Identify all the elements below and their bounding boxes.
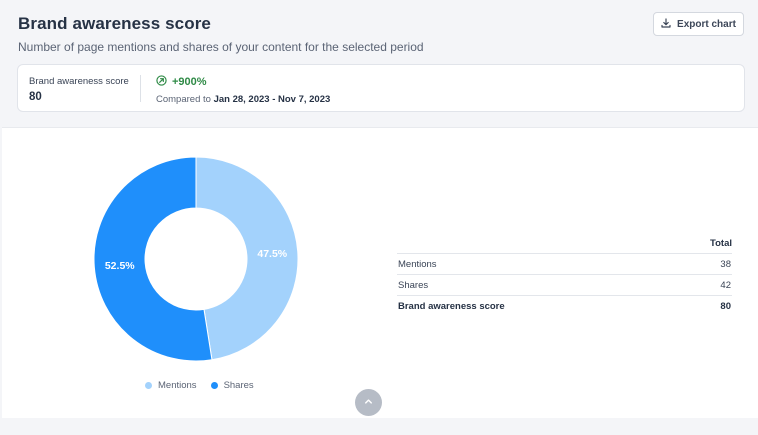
table-row: Shares 42 <box>397 274 732 296</box>
chart-legend: Mentions Shares <box>145 380 254 391</box>
score-label: Brand awareness score <box>29 76 129 87</box>
score-block: Brand awareness score 80 <box>29 76 129 103</box>
comparison-block: +900% Compared to Jan 28, 2023 - Nov 7, … <box>156 75 330 105</box>
export-chart-button[interactable]: Export chart <box>653 12 744 36</box>
page-header: Brand awareness score Number of page men… <box>18 12 744 54</box>
compare-prefix: Compared to <box>156 94 211 105</box>
chevron-up-icon <box>363 394 374 412</box>
legend-item-mentions[interactable]: Mentions <box>145 380 197 391</box>
total-value: 80 <box>675 295 732 316</box>
score-summary-card: Brand awareness score 80 +900% Compared … <box>17 64 745 112</box>
arrow-up-circle-icon <box>156 75 167 89</box>
table-total-row: Brand awareness score 80 <box>397 295 732 316</box>
slice-label-shares: 52.5% <box>105 260 135 272</box>
change-value: +900% <box>172 76 207 88</box>
legend-label-mentions: Mentions <box>158 380 197 391</box>
change-indicator: +900% <box>156 75 330 89</box>
page-subtitle: Number of page mentions and shares of yo… <box>18 40 424 54</box>
export-chart-label: Export chart <box>677 18 736 30</box>
chart-panel: 47.5% 52.5% Mentions Shares Total Mention… <box>2 127 758 418</box>
table-header-row: Total <box>397 235 732 254</box>
table-header-empty <box>397 235 676 254</box>
slice-label-mentions: 47.5% <box>257 248 287 260</box>
download-icon <box>661 17 671 31</box>
row-value: 38 <box>675 253 732 275</box>
scroll-to-top-button[interactable] <box>355 389 382 416</box>
legend-swatch-mentions <box>145 382 152 389</box>
legend-swatch-shares <box>210 382 218 389</box>
legend-label-shares: Shares <box>223 380 254 391</box>
comparison-text: Compared to Jan 28, 2023 - Nov 7, 2023 <box>156 94 330 105</box>
table-row: Mentions 38 <box>397 253 732 275</box>
summary-table: Total Mentions 38 Shares 42 Brand awaren… <box>397 235 732 316</box>
donut-slice-mentions[interactable] <box>195 156 299 361</box>
page-title: Brand awareness score <box>18 14 211 33</box>
divider <box>140 75 141 102</box>
legend-item-shares[interactable]: Shares <box>210 380 254 391</box>
total-label: Brand awareness score <box>397 295 676 316</box>
row-value: 42 <box>675 274 732 296</box>
donut-chart: 47.5% 52.5% <box>93 156 299 362</box>
score-value: 80 <box>29 91 42 103</box>
table-header-total: Total <box>710 238 732 249</box>
compare-range: Jan 28, 2023 - Nov 7, 2023 <box>213 94 331 105</box>
row-label: Mentions <box>397 253 676 275</box>
donut-slice-shares[interactable] <box>93 156 213 362</box>
row-label: Shares <box>397 274 676 296</box>
